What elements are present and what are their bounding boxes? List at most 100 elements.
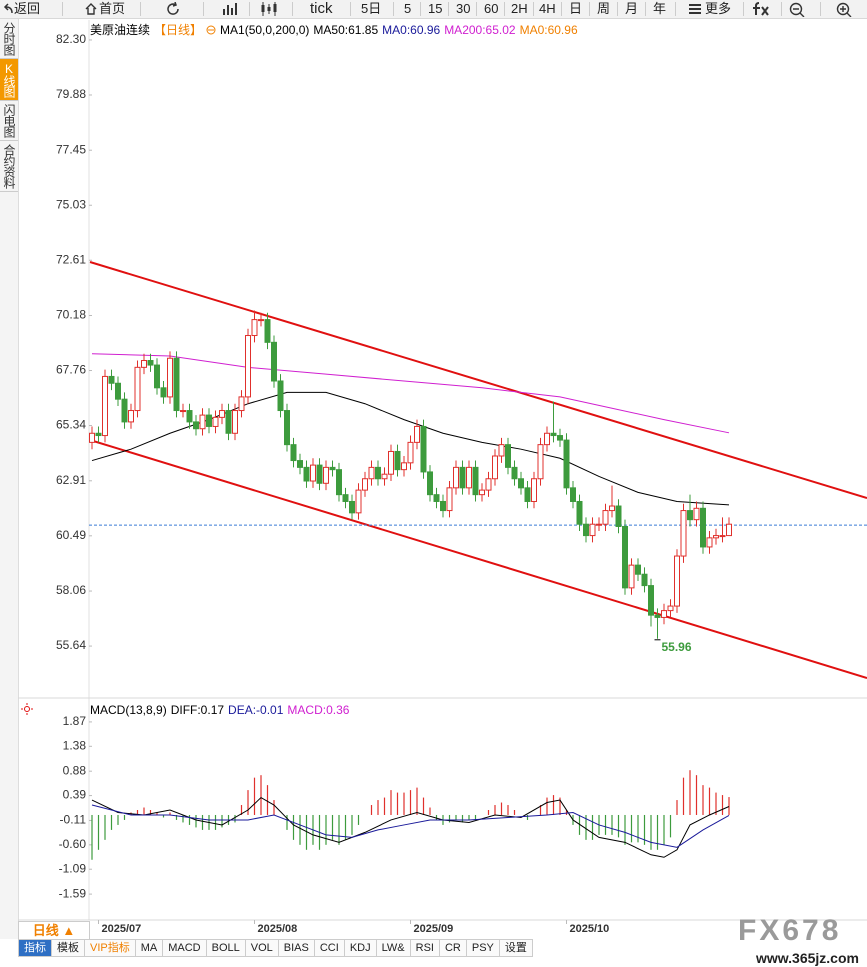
candle-body [440, 500, 446, 512]
candle-body [596, 523, 602, 526]
button[interactable]: 5 [404, 1, 412, 16]
candle-body [407, 441, 414, 464]
candle-body [141, 360, 147, 368]
toolbar: 返回 首页 tick 5日 5 15 30 60 2H 4H 日 周 月 年 更… [0, 0, 867, 19]
button[interactable]: tick [310, 0, 333, 17]
back-icon [3, 3, 13, 14]
candle-body [108, 375, 115, 384]
button[interactable]: 5日 [361, 1, 382, 16]
candle-body [115, 382, 121, 400]
candle-body [654, 614, 661, 618]
candle-body [511, 466, 518, 480]
candle-body [576, 500, 583, 525]
candle-body [615, 505, 622, 527]
candle-body [329, 466, 336, 471]
y-tick-label: 72.61 [56, 252, 86, 266]
candle-body [719, 535, 726, 538]
side-tab[interactable]: K线图 [0, 59, 18, 101]
indicator-tab[interactable]: PSY [466, 939, 500, 957]
candle-body [297, 460, 303, 468]
side-tab[interactable]: 分时图 [0, 19, 18, 59]
side-tab[interactable]: 闪电图 [0, 101, 18, 141]
indicator-tab[interactable]: 模板 [52, 939, 85, 957]
button[interactable]: 2H [511, 1, 528, 16]
legend: 美原油连续 【日线】 MA1(50,0,200,0) MA50:61.85 MA0:60… [90, 21, 578, 38]
channel-line[interactable] [89, 439, 867, 679]
button[interactable]: 60 [484, 1, 499, 16]
candle-body [316, 464, 323, 484]
candle-body [167, 357, 173, 398]
candle-body [251, 319, 258, 337]
indicator-tab[interactable]: 设置 [499, 939, 533, 957]
button[interactable]: 日 [569, 1, 583, 16]
indicator-tab[interactable]: VIP指标 [85, 939, 136, 957]
separator [675, 2, 676, 16]
button[interactable]: 首页 [99, 1, 126, 16]
period-button[interactable]: 日线 ▲ [18, 921, 90, 940]
zoom-in-icon[interactable] [836, 2, 852, 17]
zoom-out-icon[interactable] [789, 2, 805, 17]
separator [140, 2, 141, 16]
button[interactable]: 30 [456, 1, 471, 16]
candle-body [284, 410, 290, 446]
side-tab[interactable]: 合约资料 [0, 141, 18, 192]
candle-body [310, 464, 316, 482]
y-tick-label: 1.38 [63, 738, 87, 752]
indicator-tab[interactable]: LW& [376, 939, 411, 957]
indicator-tab[interactable]: BOLL [206, 939, 246, 957]
channel-line[interactable] [89, 261, 867, 499]
separator [743, 2, 744, 16]
separator [249, 2, 250, 16]
candle-body [531, 478, 537, 502]
separator [350, 2, 351, 16]
y-tick-label: 58.06 [56, 583, 86, 597]
y-tick-label: 75.03 [56, 197, 86, 211]
legend-item: DIFF:0.17 [170, 703, 225, 717]
indicator-tab[interactable]: BIAS [278, 939, 315, 957]
legend: MACD(13,8,9) DIFF:0.17 DEA:-0.01 MACD:0.36 [90, 703, 349, 717]
candle-body [622, 525, 628, 589]
candle-icon[interactable] [260, 1, 278, 17]
refresh-icon[interactable] [166, 2, 180, 16]
candle-body [635, 564, 641, 575]
button[interactable]: 15 [428, 1, 443, 16]
indicator-tab[interactable]: 指标 [18, 939, 52, 957]
button[interactable]: 年 [653, 1, 667, 16]
candle-body [271, 341, 277, 382]
button[interactable]: 月 [625, 1, 639, 16]
indicator-tab[interactable]: KDJ [344, 939, 377, 957]
candle-body [336, 469, 342, 496]
candle-body [544, 432, 550, 446]
candle-body [290, 444, 297, 462]
separator [62, 2, 63, 16]
y-tick-label: 77.45 [56, 142, 86, 156]
formula-icon[interactable] [752, 2, 770, 16]
candle-body [726, 523, 732, 537]
candle-body [375, 466, 381, 480]
candle-body [674, 555, 680, 607]
candle-body [433, 494, 440, 502]
candle-body [180, 410, 186, 413]
collapse-icon[interactable] [206, 25, 216, 35]
indicator-tab[interactable]: RSI [410, 939, 440, 957]
indicator-tab[interactable]: CR [439, 939, 467, 957]
button[interactable]: 返回 [14, 1, 41, 16]
candle-body [277, 380, 284, 412]
indicator-tab[interactable]: MA [135, 939, 164, 957]
separator [203, 2, 204, 16]
indicator-tab[interactable]: MACD [163, 939, 207, 957]
y-tick-label: -0.11 [60, 813, 87, 827]
bars-icon[interactable] [222, 2, 238, 16]
candle-body [199, 414, 206, 430]
button[interactable]: 更多 [705, 1, 732, 16]
candle-body [628, 564, 635, 589]
legend-item: MA0:60.96 [382, 22, 441, 37]
y-tick-label: 0.88 [63, 763, 87, 777]
indicator-tab[interactable]: CCI [314, 939, 345, 957]
button[interactable]: 4H [539, 1, 556, 16]
indicator-tab[interactable]: VOL [245, 939, 279, 957]
button[interactable]: 周 [597, 1, 611, 16]
low-label: 55.96 [662, 640, 692, 654]
candle-body [537, 444, 544, 480]
